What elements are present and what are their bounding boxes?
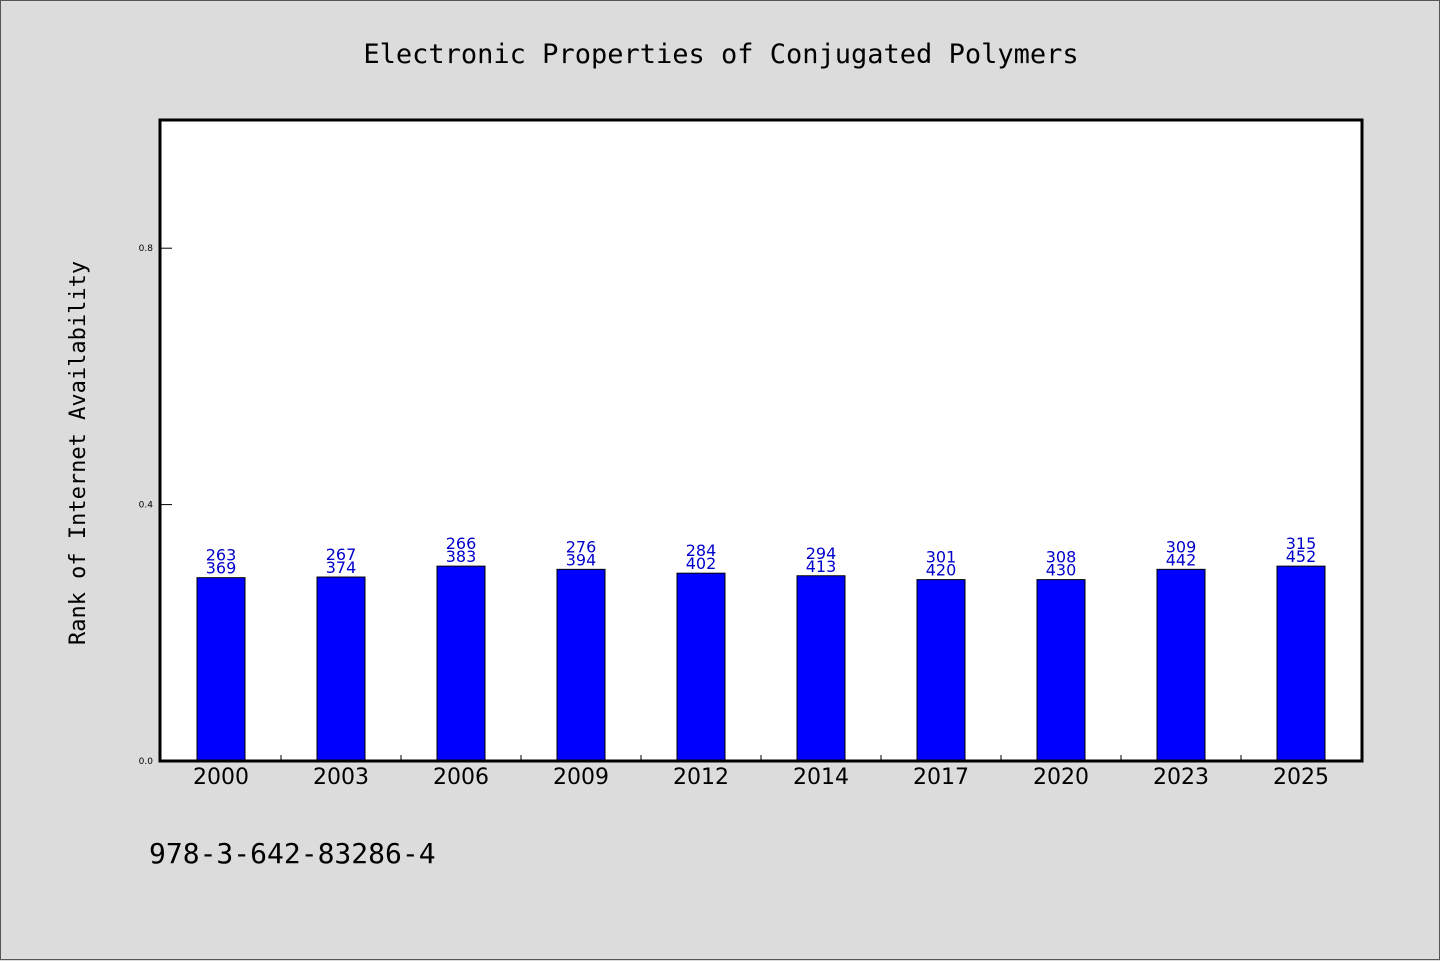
x-tick-label-2025: 2025 <box>1273 765 1329 790</box>
bar-2012 <box>676 572 726 762</box>
x-tick-label-2017: 2017 <box>913 765 969 790</box>
data-label-2020-2: 430 <box>1046 561 1077 580</box>
bar-2014 <box>796 575 846 762</box>
chart-title: Electronic Properties of Conjugated Poly… <box>363 39 1078 70</box>
y-axis-label: Rank of Internet Availability <box>66 261 91 645</box>
footer-isbn: 978-3-642-83286-4 <box>149 837 436 870</box>
data-label-2017-1: 301 <box>926 548 957 567</box>
x-tick-label-2020: 2020 <box>1033 765 1089 790</box>
x-tick-label-2003: 2003 <box>313 765 369 790</box>
x-tick-label-2012: 2012 <box>673 765 729 790</box>
bar-2009 <box>556 568 606 762</box>
y-tick-label-0.8: 0.8 <box>139 244 154 254</box>
bar-2003 <box>316 576 366 762</box>
data-label-2000-1: 263 <box>206 546 237 565</box>
data-label-2009-2: 394 <box>566 550 597 569</box>
data-label-2006-2: 383 <box>446 547 477 566</box>
bar-2023 <box>1156 568 1206 762</box>
data-label-2025-1: 315 <box>1286 534 1317 553</box>
data-label-2003-2: 374 <box>326 558 357 577</box>
plot-border <box>158 118 1364 763</box>
x-tick-label-2023: 2023 <box>1153 765 1209 790</box>
bar-2000 <box>196 577 246 762</box>
x-tick-label-2014: 2014 <box>793 765 849 790</box>
data-label-2003-1: 267 <box>326 545 357 564</box>
data-label-2006-1: 266 <box>446 534 477 553</box>
data-label-2020-1: 308 <box>1046 548 1077 567</box>
y-tick-label-0.4: 0.4 <box>139 501 154 511</box>
data-label-2012-2: 402 <box>686 554 717 573</box>
data-label-2017-2: 420 <box>926 561 957 580</box>
bar-2017 <box>916 579 966 762</box>
bar-2006 <box>436 565 486 762</box>
bar-2020 <box>1036 579 1086 762</box>
bars <box>196 565 1326 762</box>
data-label-2023-1: 309 <box>1166 537 1197 556</box>
data-label-2012-1: 284 <box>686 541 717 560</box>
x-tick-label-2006: 2006 <box>433 765 489 790</box>
data-label-2014-1: 294 <box>806 544 837 563</box>
y-tick-label-0.0: 0.0 <box>139 757 154 767</box>
data-label-2014-2: 413 <box>806 557 837 576</box>
x-axis-ticks: 2000 2003 2006 2009 2012 2014 2017 2020 2023 2025 <box>193 755 1329 790</box>
data-label-2023-2: 442 <box>1166 550 1197 569</box>
data-label-2025-2: 452 <box>1286 547 1317 566</box>
x-tick-label-2009: 2009 <box>553 765 609 790</box>
data-label-2000-2: 369 <box>206 559 237 578</box>
bar-2025 <box>1276 565 1326 762</box>
data-label-2009-1: 276 <box>566 537 597 556</box>
x-tick-label-2000: 2000 <box>193 765 249 790</box>
